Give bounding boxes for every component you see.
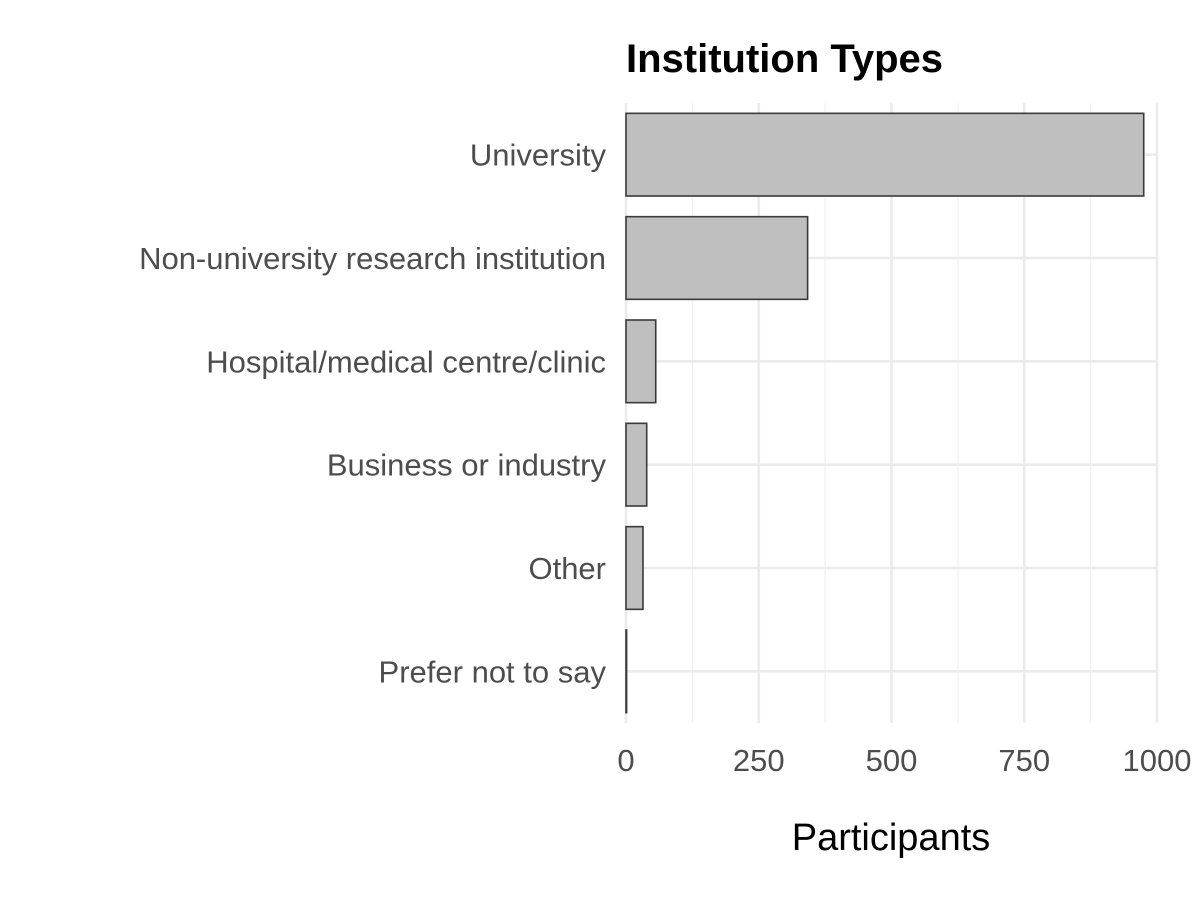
bar — [625, 629, 628, 714]
category-label: Hospital/medical centre/clinic — [206, 344, 606, 379]
category-labels: University Non-university research instit… — [139, 138, 606, 690]
bar — [625, 525, 644, 611]
x-tick-label: 1000 — [1123, 743, 1192, 778]
x-tick-label: 500 — [866, 743, 918, 778]
category-label: University — [470, 138, 607, 173]
chart-title: Institution Types — [626, 37, 943, 81]
category-label: Other — [528, 551, 606, 586]
category-label: Business or industry — [327, 448, 607, 483]
category-label: Prefer not to say — [379, 654, 607, 689]
bar — [625, 215, 809, 301]
bar — [625, 112, 1145, 197]
x-axis-title: Participants — [792, 817, 991, 859]
bar — [625, 422, 648, 507]
x-tick-label: 750 — [998, 743, 1050, 778]
bars — [625, 112, 1145, 714]
x-tick-label: 0 — [617, 743, 634, 778]
bar — [625, 319, 657, 404]
x-tick-labels: 0 250 500 750 1000 — [617, 743, 1191, 778]
category-label: Non-university research institution — [139, 241, 606, 276]
x-tick-label: 250 — [733, 743, 785, 778]
